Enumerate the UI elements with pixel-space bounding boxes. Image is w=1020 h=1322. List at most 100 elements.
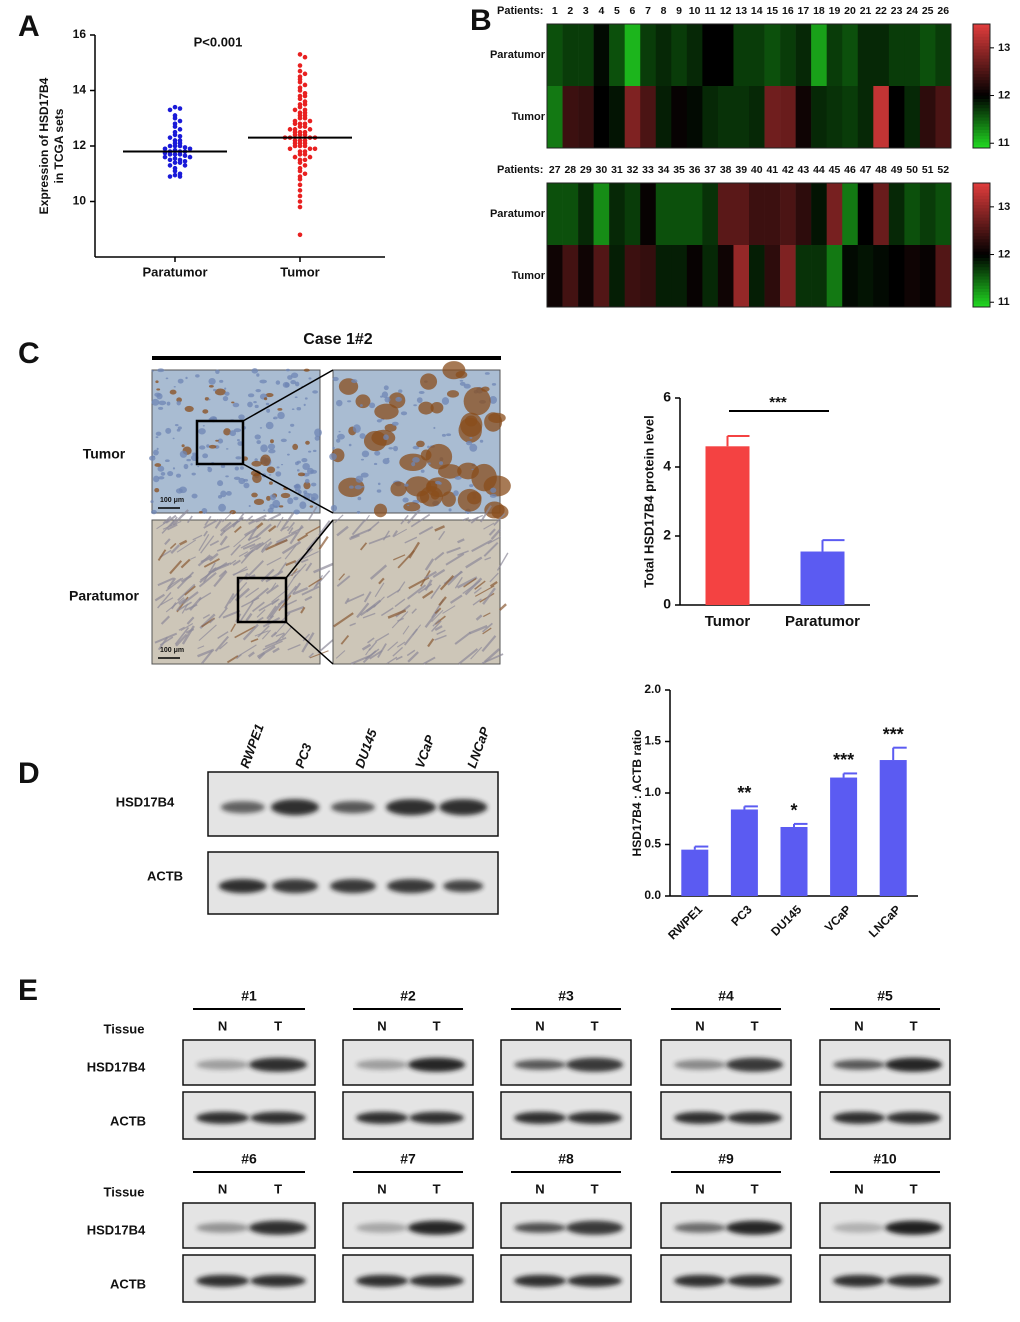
ihc-fiber (483, 522, 495, 530)
ihc-blob (152, 455, 156, 458)
ihc-blob (391, 421, 399, 426)
ihc-blob (266, 466, 276, 474)
ihc-blob (154, 463, 162, 467)
ihc-fiber (465, 556, 483, 569)
ihc-fiber (456, 576, 478, 589)
heat-cell (640, 86, 657, 148)
ihc-blob (295, 461, 299, 466)
heat-cell (733, 245, 750, 307)
blot-band (674, 1274, 726, 1287)
heat-cell (717, 245, 734, 307)
y-tick-label: 0.0 (644, 888, 661, 902)
ihc-blob (290, 423, 295, 427)
heat-cell (919, 86, 936, 148)
colorbar-step (973, 120, 990, 124)
ihc-blob (420, 469, 425, 473)
ihc-blob (351, 379, 358, 384)
ihc-blob (386, 457, 390, 460)
heat-cell (655, 86, 672, 148)
ihc-blob (297, 489, 302, 495)
row-label: ACTB (147, 868, 183, 883)
lane-label: T (751, 1181, 759, 1196)
heat-cell (919, 24, 936, 86)
ihc-blob (418, 401, 434, 415)
ihc-blob (207, 398, 211, 401)
ihc-blob (304, 397, 308, 400)
ihc-blob (310, 497, 316, 502)
ihc-blob (453, 490, 459, 496)
ihc-blob (336, 399, 343, 407)
ihc-blob (305, 440, 310, 445)
heat-cell (655, 24, 672, 86)
ihc-fiber (410, 513, 431, 528)
ihc-blob (202, 425, 205, 427)
ihc-fiber (340, 634, 350, 645)
ihc-blob (158, 476, 165, 480)
ihc-blob (308, 493, 312, 496)
data-dot (302, 143, 308, 149)
ihc-fiber (240, 536, 262, 549)
ihc-fiber (245, 612, 253, 622)
data-dot (297, 152, 303, 157)
colorbar-step (973, 229, 990, 234)
patient-label: 23 (891, 5, 903, 17)
colorbar-step (973, 266, 990, 271)
patient-label: 48 (875, 164, 887, 176)
colorbar-step (973, 297, 990, 302)
heat-cell (888, 24, 905, 86)
heat-cell (562, 183, 579, 245)
y-tick-label: 4 (663, 458, 671, 474)
ihc-fiber (431, 620, 442, 632)
heat-cell (609, 183, 625, 245)
zoom-line (242, 463, 334, 514)
colorbar-step (973, 291, 990, 296)
ihc-fiber (442, 605, 456, 614)
patient-label: 50 (906, 164, 918, 176)
blot-band (356, 1059, 408, 1070)
ihc-fiber (286, 569, 301, 578)
case-label: #1 (241, 988, 257, 1004)
colorbar-step (973, 241, 990, 246)
blot-band (196, 1059, 250, 1070)
ihc-fiber (313, 561, 336, 574)
heat-cell (671, 183, 688, 245)
ihc-fiber (292, 563, 307, 579)
ihc-fiber (462, 517, 470, 522)
blot-band (567, 1274, 622, 1287)
ihc-blob (412, 445, 420, 450)
colorbar-step (973, 279, 990, 283)
ihc-blob (285, 368, 291, 372)
data-dot (302, 171, 308, 177)
heat-cell (780, 86, 796, 148)
ihc-fiber (294, 582, 301, 591)
ihc-blob (301, 457, 308, 463)
patient-label: 4 (598, 5, 604, 17)
ihc-blob (190, 463, 193, 466)
ihc-fiber (498, 603, 507, 611)
ihc-fiber (279, 599, 298, 609)
ihc-blob (314, 428, 322, 437)
heat-cell (919, 183, 936, 245)
patient-label: 15 (766, 5, 778, 17)
ihc-fiber (334, 514, 344, 524)
colorbar-step (973, 186, 990, 190)
lane-label: DU145 (352, 726, 380, 770)
lane-label: T (274, 1018, 282, 1033)
ihc-blob (290, 380, 297, 385)
ihc-blob (310, 482, 317, 487)
colorbar-tick-label: 13 (998, 42, 1010, 54)
ihc-fiber (260, 568, 275, 583)
ihc-fiber (482, 627, 492, 635)
ihc-fiber (197, 648, 215, 658)
heat-cell (795, 86, 812, 148)
ihc-blob (466, 440, 473, 446)
lane-label: T (433, 1018, 441, 1033)
colorbar-step (973, 144, 990, 149)
ihc-fiber (393, 554, 406, 561)
tissue-label: Tissue (104, 1021, 145, 1036)
bar (730, 809, 758, 896)
colorbar-step (973, 129, 990, 133)
data-dot (177, 174, 183, 179)
title-bar (152, 356, 501, 360)
